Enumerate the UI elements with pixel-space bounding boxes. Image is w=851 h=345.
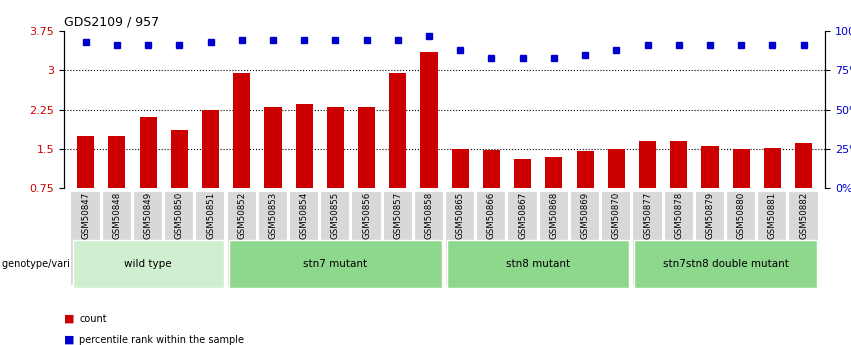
Text: stn8 mutant: stn8 mutant <box>506 259 570 269</box>
Text: GSM50880: GSM50880 <box>737 191 745 239</box>
Text: GSM50847: GSM50847 <box>81 191 90 239</box>
Bar <box>671 141 688 188</box>
Text: GSM50853: GSM50853 <box>268 191 277 239</box>
Text: ■: ■ <box>64 314 74 324</box>
Bar <box>514 159 531 188</box>
Bar <box>608 149 625 188</box>
Bar <box>483 150 500 188</box>
Text: GSM50858: GSM50858 <box>425 191 433 239</box>
Text: genotype/variation ▶: genotype/variation ▶ <box>2 259 105 269</box>
Bar <box>233 73 250 188</box>
Text: GSM50854: GSM50854 <box>300 191 309 239</box>
Text: GSM50852: GSM50852 <box>237 191 246 239</box>
Text: GSM50866: GSM50866 <box>487 191 496 239</box>
Bar <box>295 104 313 188</box>
Bar <box>420 52 437 188</box>
Text: GSM50881: GSM50881 <box>768 191 777 239</box>
Bar <box>733 149 750 188</box>
Text: percentile rank within the sample: percentile rank within the sample <box>79 335 244 345</box>
Bar <box>140 117 157 188</box>
Bar <box>389 73 407 188</box>
Bar <box>358 107 375 188</box>
Text: GDS2109 / 957: GDS2109 / 957 <box>64 16 159 29</box>
Text: stn7stn8 double mutant: stn7stn8 double mutant <box>663 259 789 269</box>
Text: GSM50848: GSM50848 <box>112 191 122 239</box>
Text: GSM50879: GSM50879 <box>705 191 715 239</box>
Text: GSM50849: GSM50849 <box>144 191 152 239</box>
Text: GSM50865: GSM50865 <box>456 191 465 239</box>
Text: GSM50856: GSM50856 <box>363 191 371 239</box>
Text: ■: ■ <box>64 335 74 345</box>
Bar <box>639 141 656 188</box>
Bar <box>327 107 344 188</box>
Text: GSM50857: GSM50857 <box>393 191 403 239</box>
Text: GSM50878: GSM50878 <box>674 191 683 239</box>
Text: GSM50868: GSM50868 <box>550 191 558 239</box>
Bar <box>545 157 563 188</box>
Bar <box>171 130 188 188</box>
Text: wild type: wild type <box>124 259 172 269</box>
Bar <box>265 107 282 188</box>
Text: GSM50850: GSM50850 <box>174 191 184 239</box>
Bar <box>202 110 219 188</box>
Bar <box>108 136 125 188</box>
Text: GSM50882: GSM50882 <box>799 191 808 239</box>
Bar <box>576 151 594 188</box>
Text: GSM50867: GSM50867 <box>518 191 527 239</box>
Text: GSM50870: GSM50870 <box>612 191 621 239</box>
Text: GSM50869: GSM50869 <box>580 191 590 239</box>
Text: GSM50851: GSM50851 <box>206 191 215 239</box>
Text: GSM50877: GSM50877 <box>643 191 652 239</box>
Text: stn7 mutant: stn7 mutant <box>303 259 368 269</box>
Text: count: count <box>79 314 106 324</box>
Bar <box>764 148 781 188</box>
Text: GSM50855: GSM50855 <box>331 191 340 239</box>
Bar <box>795 142 812 188</box>
Bar <box>452 149 469 188</box>
Bar <box>701 146 718 188</box>
Bar <box>77 136 94 188</box>
